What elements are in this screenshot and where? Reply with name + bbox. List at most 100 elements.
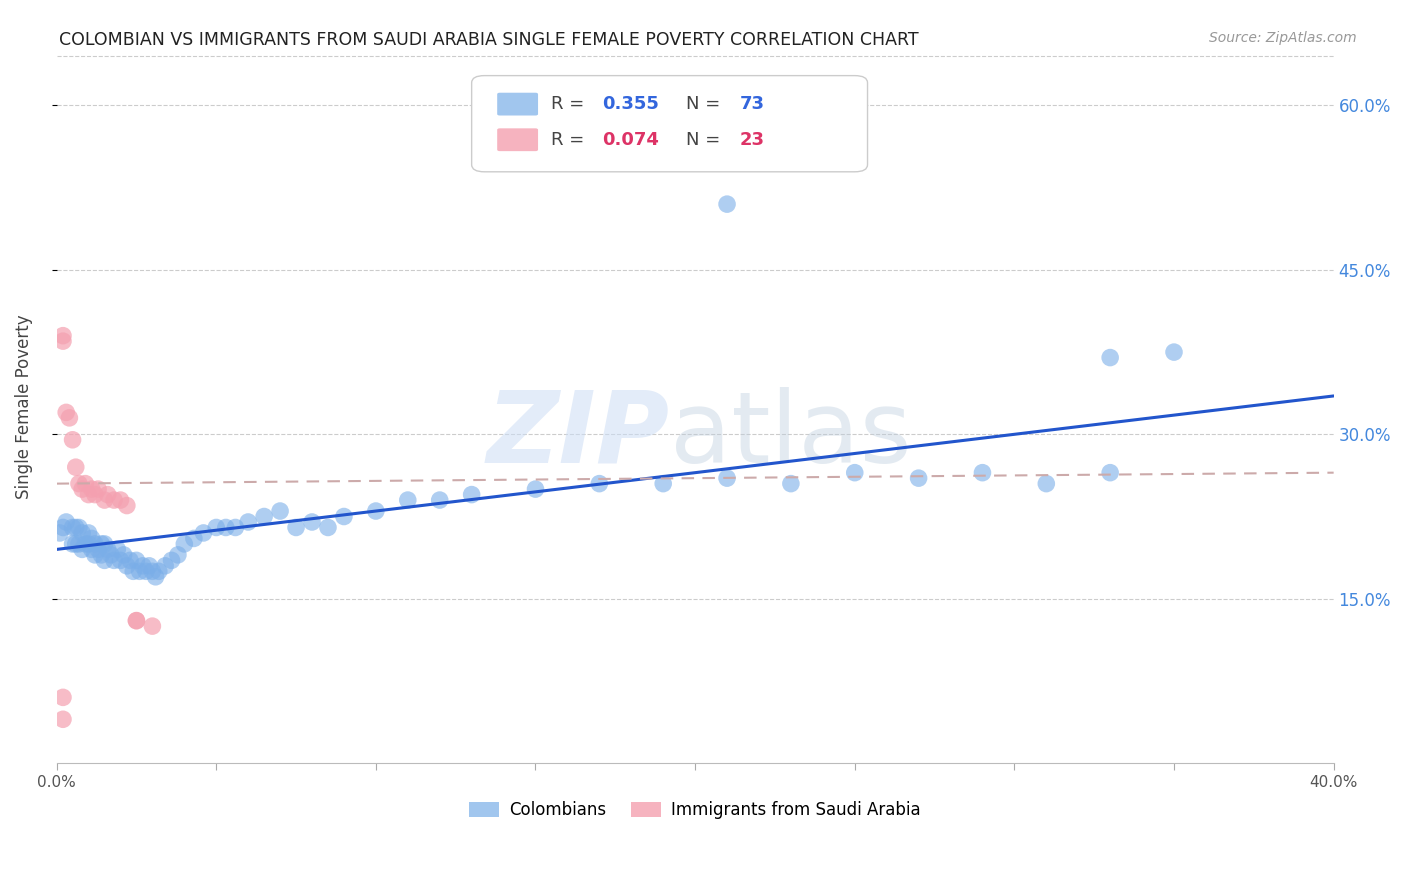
Point: [524, 482, 547, 496]
Point: [141, 564, 163, 578]
Point: [52, 334, 75, 348]
FancyBboxPatch shape: [498, 93, 538, 115]
Point: [972, 466, 994, 480]
Point: [84, 487, 107, 501]
Point: [62, 520, 84, 534]
Point: [224, 520, 246, 534]
Point: [80, 532, 103, 546]
Point: [716, 197, 738, 211]
Point: [588, 476, 610, 491]
Text: Source: ZipAtlas.com: Source: ZipAtlas.com: [1209, 31, 1357, 45]
Point: [97, 487, 120, 501]
Legend: Colombians, Immigrants from Saudi Arabia: Colombians, Immigrants from Saudi Arabia: [463, 795, 928, 826]
Point: [125, 614, 148, 628]
Point: [141, 619, 163, 633]
Point: [125, 553, 148, 567]
FancyBboxPatch shape: [471, 76, 868, 172]
Point: [49, 525, 72, 540]
Point: [1099, 466, 1122, 480]
Point: [103, 553, 125, 567]
Point: [87, 542, 110, 557]
Point: [58, 410, 80, 425]
Point: [62, 433, 84, 447]
Text: 73: 73: [740, 95, 765, 113]
Text: 23: 23: [740, 131, 765, 149]
Point: [65, 460, 87, 475]
Point: [93, 537, 115, 551]
Point: [115, 499, 138, 513]
Point: [153, 558, 176, 573]
Point: [253, 509, 276, 524]
Point: [77, 525, 100, 540]
Point: [333, 509, 356, 524]
Text: atlas: atlas: [669, 387, 911, 483]
Point: [97, 542, 120, 557]
Point: [238, 515, 260, 529]
Point: [80, 482, 103, 496]
Point: [160, 553, 183, 567]
Point: [77, 537, 100, 551]
FancyBboxPatch shape: [498, 128, 538, 151]
Text: R =: R =: [551, 131, 591, 149]
Point: [429, 493, 451, 508]
Point: [52, 328, 75, 343]
Point: [132, 558, 155, 573]
Y-axis label: Single Female Poverty: Single Female Poverty: [15, 315, 32, 500]
Point: [145, 570, 167, 584]
Point: [90, 548, 112, 562]
Text: N =: N =: [686, 95, 725, 113]
Point: [52, 712, 75, 726]
Point: [652, 476, 675, 491]
Point: [70, 542, 93, 557]
Point: [396, 493, 419, 508]
Point: [128, 564, 150, 578]
Point: [55, 405, 77, 419]
Point: [316, 520, 339, 534]
Text: 0.074: 0.074: [602, 131, 659, 149]
Text: COLOMBIAN VS IMMIGRANTS FROM SAUDI ARABIA SINGLE FEMALE POVERTY CORRELATION CHAR: COLOMBIAN VS IMMIGRANTS FROM SAUDI ARABI…: [59, 31, 918, 49]
Point: [105, 542, 128, 557]
Point: [1099, 351, 1122, 365]
Point: [1163, 345, 1185, 359]
Point: [70, 525, 93, 540]
Point: [460, 487, 482, 501]
Point: [285, 520, 308, 534]
Point: [167, 548, 190, 562]
Point: [90, 537, 112, 551]
Point: [173, 537, 195, 551]
Point: [103, 493, 125, 508]
Point: [148, 564, 170, 578]
Text: N =: N =: [686, 131, 725, 149]
Point: [55, 515, 77, 529]
Point: [93, 493, 115, 508]
Point: [67, 520, 90, 534]
Point: [75, 537, 97, 551]
Point: [125, 614, 148, 628]
Point: [844, 466, 866, 480]
Point: [100, 548, 122, 562]
Point: [65, 520, 87, 534]
Point: [80, 542, 103, 557]
Point: [780, 476, 803, 491]
Point: [67, 537, 90, 551]
Point: [87, 482, 110, 496]
Point: [70, 482, 93, 496]
Point: [84, 537, 107, 551]
Text: ZIP: ZIP: [486, 387, 669, 483]
Point: [716, 471, 738, 485]
Point: [301, 515, 323, 529]
Point: [65, 537, 87, 551]
Point: [75, 476, 97, 491]
Point: [364, 504, 387, 518]
Point: [62, 537, 84, 551]
Point: [67, 476, 90, 491]
Point: [115, 558, 138, 573]
Point: [193, 525, 215, 540]
Point: [110, 553, 132, 567]
Point: [205, 520, 228, 534]
Text: R =: R =: [551, 95, 591, 113]
Point: [112, 548, 135, 562]
Point: [122, 564, 145, 578]
Point: [110, 493, 132, 508]
Point: [84, 548, 107, 562]
